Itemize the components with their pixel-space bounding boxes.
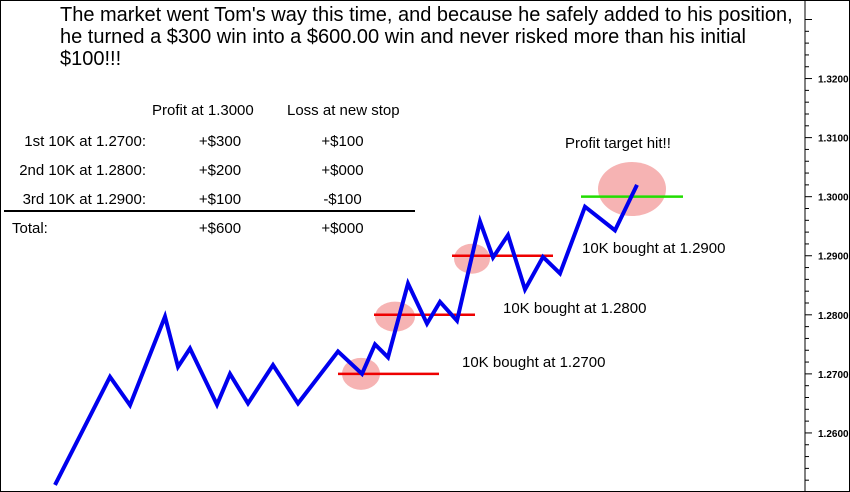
row-1-profit: +$300 (198, 133, 242, 150)
row-2-loss: +$000 (321, 162, 364, 179)
annotation-buy-3: 10K bought at 1.2900 (582, 240, 726, 257)
y-axis: 1.2600 1.2700 1.2800 1.2900 1.3000 1.3100 1.32… (805, 18, 849, 492)
price-line (53, 183, 639, 486)
annotation-profit-target: Profit target hit!! (565, 135, 671, 152)
headline: The market went Tom's way this time, and… (60, 4, 793, 70)
annotation-buy-2: 10K bought at 1.2800 (503, 300, 647, 317)
row-1-loss: +$100 (321, 133, 364, 150)
y-tick-label: 1.2600 (818, 429, 849, 440)
y-tick-label: 1.2900 (818, 252, 849, 263)
y-tick-label: 1.3200 (818, 75, 849, 86)
total-profit: +$600 (198, 220, 242, 237)
row-3-profit: +$100 (198, 191, 242, 208)
table-total-rule (4, 210, 415, 212)
total-label: Total: (12, 220, 48, 237)
price-series (53, 183, 639, 486)
row-2-label: 2nd 10K at 1.2800: (19, 162, 146, 179)
row-1-label: 1st 10K at 1.2700: (24, 133, 146, 150)
y-tick-label: 1.3100 (818, 134, 849, 145)
annotation-buy-1: 10K bought at 1.2700 (462, 354, 606, 371)
y-tick-label: 1.2800 (818, 311, 849, 322)
y-tick-label: 1.3000 (818, 193, 849, 204)
header-loss: Loss at new stop (287, 102, 400, 119)
header-profit: Profit at 1.3000 (152, 102, 254, 119)
row-2-profit: +$200 (198, 162, 242, 179)
target-highlight (598, 162, 666, 217)
entry-highlight-2 (375, 301, 415, 332)
row-3-label: 3rd 10K at 1.2900: (22, 191, 146, 208)
total-loss: +$000 (321, 220, 364, 237)
row-3-loss: -$100 (323, 191, 362, 208)
entry-highlights (342, 162, 666, 390)
y-tick-label: 1.2700 (818, 370, 849, 381)
